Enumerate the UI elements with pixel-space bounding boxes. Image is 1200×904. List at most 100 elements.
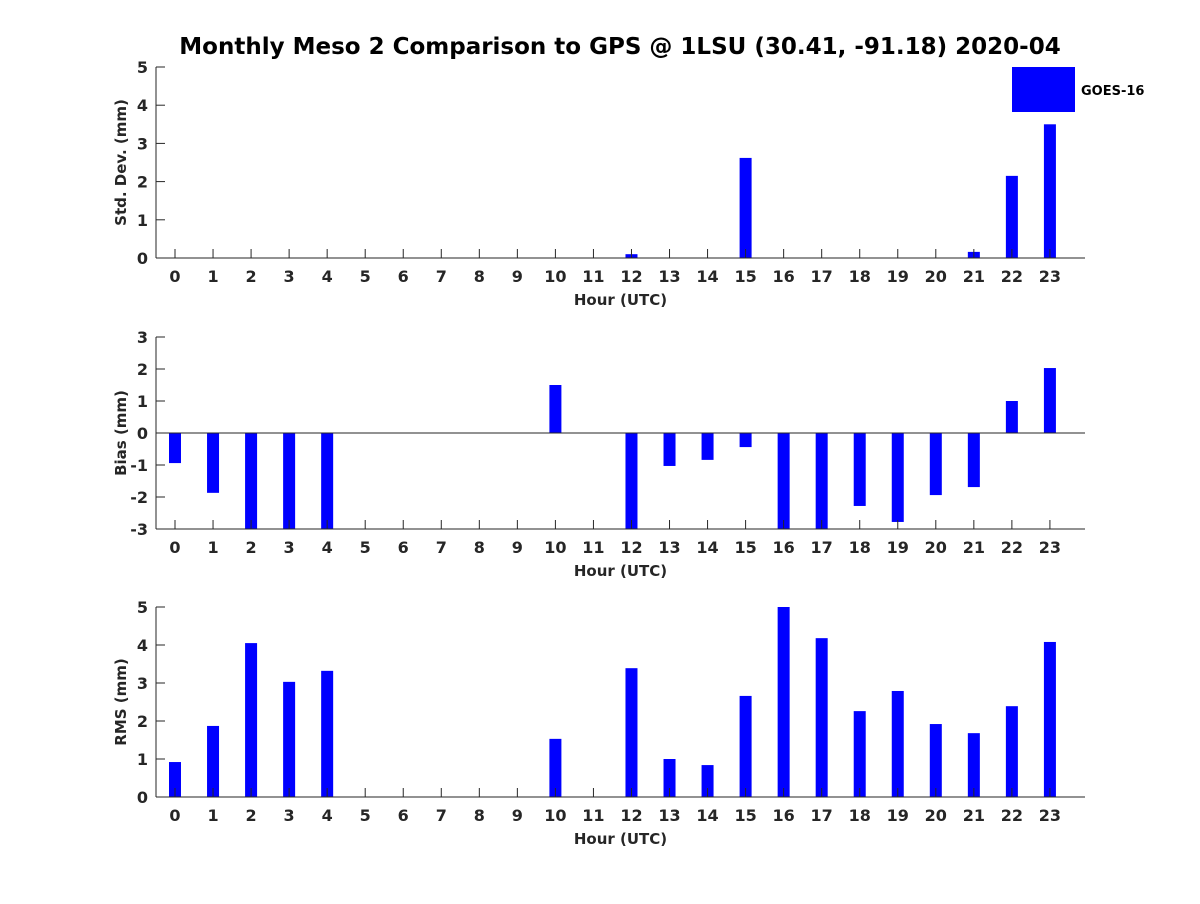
x-tick-label: 16 <box>773 538 795 557</box>
x-tick-label: 3 <box>284 806 295 825</box>
x-tick-label: 11 <box>582 806 604 825</box>
x-tick-label: 0 <box>169 538 180 557</box>
y-tick-label: 0 <box>137 249 148 268</box>
bar-hour-1 <box>207 725 220 797</box>
bar-hour-17 <box>815 638 828 797</box>
bar-hour-15 <box>739 157 752 258</box>
y-tick-label: 2 <box>137 360 148 379</box>
y-tick-label: 0 <box>137 424 148 443</box>
x-tick-label: 22 <box>1001 806 1023 825</box>
x-tick-label: 15 <box>734 806 756 825</box>
bar-hour-18 <box>853 711 866 797</box>
y-tick-label: 2 <box>137 173 148 192</box>
y-axis-label: Bias (mm) <box>112 390 130 476</box>
bar-hour-18 <box>853 433 866 506</box>
bar-hour-3 <box>283 681 296 797</box>
bar-hour-15 <box>739 695 752 797</box>
x-tick-label: 4 <box>322 806 333 825</box>
x-tick-label: 3 <box>284 538 295 557</box>
x-tick-label: 10 <box>544 806 566 825</box>
y-tick-label: 3 <box>137 328 148 347</box>
bar-hour-1 <box>207 433 220 493</box>
y-axis-label: RMS (mm) <box>112 658 130 745</box>
y-axis-label: Std. Dev. (mm) <box>112 99 130 226</box>
x-tick-label: 2 <box>246 538 257 557</box>
bar-hour-23 <box>1043 641 1056 797</box>
x-tick-label: 8 <box>474 806 485 825</box>
x-tick-label: 21 <box>963 267 985 286</box>
bar-hour-4 <box>321 433 334 529</box>
x-tick-label: 10 <box>544 538 566 557</box>
bar-hour-23 <box>1043 368 1056 433</box>
x-axis-label: Hour (UTC) <box>574 830 667 848</box>
bar-hour-12 <box>625 668 638 797</box>
x-tick-label: 1 <box>207 806 218 825</box>
x-tick-label: 1 <box>207 267 218 286</box>
x-tick-label: 13 <box>658 267 680 286</box>
bar-hour-22 <box>1005 706 1018 797</box>
x-tick-label: 8 <box>474 267 485 286</box>
x-tick-label: 9 <box>512 267 523 286</box>
x-tick-label: 7 <box>436 806 447 825</box>
bar-hour-20 <box>929 724 942 797</box>
x-tick-label: 14 <box>696 806 718 825</box>
x-tick-label: 9 <box>512 806 523 825</box>
bar-hour-2 <box>245 433 258 529</box>
bar-hour-16 <box>777 607 790 797</box>
bar-hour-14 <box>701 765 714 797</box>
x-tick-label: 12 <box>620 806 642 825</box>
x-tick-label: 2 <box>246 806 257 825</box>
bar-hour-13 <box>663 759 676 797</box>
bar-hour-2 <box>245 643 258 797</box>
bar-hour-22 <box>1005 175 1018 258</box>
x-tick-label: 14 <box>696 267 718 286</box>
bar-hour-16 <box>777 433 790 529</box>
y-tick-label: -1 <box>130 456 148 475</box>
x-tick-label: 3 <box>284 267 295 286</box>
x-tick-label: 20 <box>925 806 947 825</box>
chart-title: Monthly Meso 2 Comparison to GPS @ 1LSU … <box>179 34 1060 60</box>
x-tick-label: 6 <box>398 267 409 286</box>
x-tick-label: 8 <box>474 538 485 557</box>
x-tick-label: 7 <box>436 538 447 557</box>
x-tick-label: 9 <box>512 538 523 557</box>
y-tick-label: 1 <box>137 750 148 769</box>
x-tick-label: 19 <box>887 538 909 557</box>
x-tick-label: 17 <box>811 267 833 286</box>
y-tick-label: -3 <box>130 520 148 539</box>
x-tick-label: 0 <box>169 267 180 286</box>
bar-hour-19 <box>891 433 904 522</box>
x-tick-label: 19 <box>887 806 909 825</box>
bar-hour-23 <box>1043 124 1056 258</box>
y-tick-label: 0 <box>137 788 148 807</box>
x-tick-label: 19 <box>887 267 909 286</box>
x-axis-label: Hour (UTC) <box>574 291 667 309</box>
x-tick-label: 13 <box>658 806 680 825</box>
x-tick-label: 14 <box>696 538 718 557</box>
x-tick-label: 13 <box>658 538 680 557</box>
bar-hour-21 <box>967 733 980 797</box>
bar-hour-3 <box>283 433 296 529</box>
bar-hour-13 <box>663 433 676 466</box>
x-tick-label: 22 <box>1001 267 1023 286</box>
y-tick-label: 1 <box>137 392 148 411</box>
y-tick-label: 4 <box>137 96 148 115</box>
y-tick-label: -2 <box>130 488 148 507</box>
x-tick-label: 0 <box>169 806 180 825</box>
y-tick-label: 3 <box>137 134 148 153</box>
x-tick-label: 17 <box>811 806 833 825</box>
bar-hour-12 <box>625 433 638 529</box>
bar-hour-10 <box>549 385 562 433</box>
y-tick-label: 5 <box>137 58 148 77</box>
x-tick-label: 17 <box>811 538 833 557</box>
x-tick-label: 23 <box>1039 538 1061 557</box>
x-tick-label: 16 <box>773 267 795 286</box>
x-tick-label: 7 <box>436 267 447 286</box>
bar-hour-0 <box>169 762 181 797</box>
x-axis-label: Hour (UTC) <box>574 562 667 580</box>
x-tick-label: 20 <box>925 267 947 286</box>
